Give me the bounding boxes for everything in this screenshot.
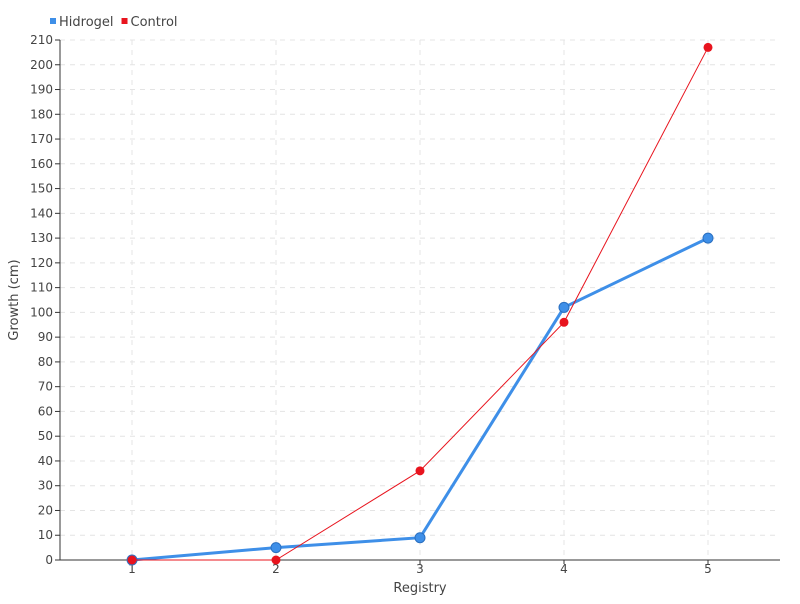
y-tick-label: 80 — [38, 355, 53, 369]
data-point-control — [559, 317, 569, 327]
y-tick-label: 20 — [38, 503, 53, 517]
legend-marker-control — [121, 18, 128, 24]
y-tick-label: 200 — [30, 58, 53, 72]
y-tick-label: 140 — [30, 206, 53, 220]
data-point-control — [271, 555, 281, 565]
data-point-control — [703, 42, 713, 52]
x-tick-label: 2 — [272, 562, 280, 576]
y-tick-label: 50 — [38, 429, 53, 443]
y-tick-label: 160 — [30, 157, 53, 171]
y-tick-label: 110 — [30, 281, 53, 295]
y-tick-label: 70 — [38, 380, 53, 394]
y-tick-label: 30 — [38, 479, 53, 493]
y-tick-label: 120 — [30, 256, 53, 270]
axes: 0 10 20 30 40 50 60 70 80 90 100 110 120 130 140 150 160… — [30, 33, 780, 576]
y-tick-label: 90 — [38, 330, 53, 344]
x-tick-label: 3 — [416, 562, 424, 576]
x-axis-label: Registry — [393, 581, 447, 596]
y-tick-label: 180 — [30, 107, 53, 121]
x-tick-label: 4 — [560, 562, 568, 576]
y-tick-label: 130 — [30, 231, 53, 245]
legend-label-hidrogel: Hidrogel — [59, 15, 114, 30]
y-tick-label: 100 — [30, 305, 53, 319]
y-tick-label: 60 — [38, 404, 53, 418]
y-tick-label: 190 — [30, 83, 53, 97]
data-point-hidrogel — [702, 232, 714, 244]
y-tick-label: 150 — [30, 182, 53, 196]
data-point-hidrogel — [558, 301, 570, 313]
grid — [60, 39, 780, 560]
data-point-control — [415, 466, 425, 476]
y-tick-label: 210 — [30, 33, 53, 47]
y-tick-label: 40 — [38, 454, 53, 468]
y-tick-label: 10 — [38, 528, 53, 542]
y-axis-label: Growth (cm) — [7, 259, 22, 340]
legend-label-control: Control — [131, 15, 178, 30]
data-point-control — [127, 555, 137, 565]
x-tick-label: 5 — [704, 562, 712, 576]
x-tick-label: 1 — [128, 562, 136, 576]
legend-marker-hidrogel — [50, 18, 56, 24]
data-point-hidrogel — [270, 542, 282, 554]
series-group — [126, 42, 714, 566]
legend: Hidrogel Control — [50, 15, 178, 30]
data-point-hidrogel — [414, 532, 426, 544]
y-tick-label: 0 — [45, 553, 53, 567]
y-tick-label: 170 — [30, 132, 53, 146]
